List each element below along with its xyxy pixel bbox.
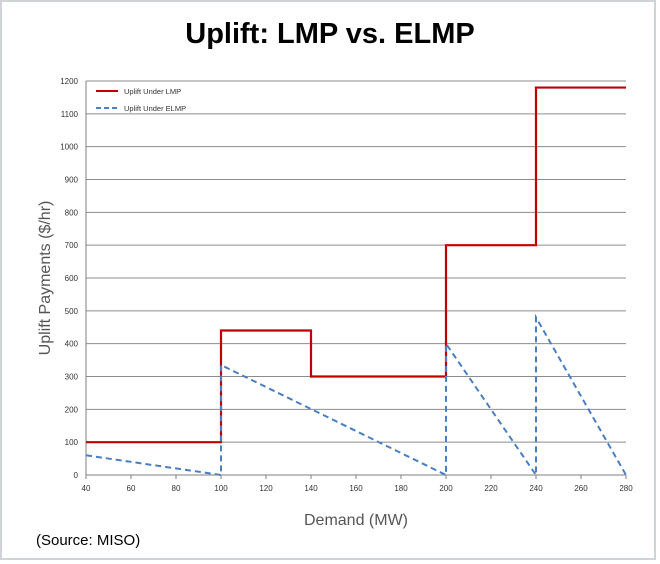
source-note: (Source: MISO) <box>36 532 141 549</box>
y-tick-label: 900 <box>65 176 79 185</box>
x-tick-label: 200 <box>439 484 453 493</box>
y-tick-label: 200 <box>65 405 79 414</box>
x-tick-label: 60 <box>127 484 136 493</box>
legend-label: Uplift Under ELMP <box>124 104 186 113</box>
x-tick-label: 280 <box>619 484 633 493</box>
chart-title: Uplift: LMP vs. ELMP <box>185 18 475 50</box>
series-line-lmp <box>86 86 626 444</box>
legend-label: Uplift Under LMP <box>124 87 181 96</box>
y-tick-label: 0 <box>74 471 79 480</box>
x-tick-label: 100 <box>214 484 228 493</box>
x-tick-label: 240 <box>529 484 543 493</box>
x-tick-label: 80 <box>172 484 181 493</box>
x-tick-label: 260 <box>574 484 588 493</box>
x-tick-label: 140 <box>304 484 318 493</box>
x-tick-label: 220 <box>484 484 498 493</box>
x-axis-label: Demand (MW) <box>304 512 408 529</box>
x-tick-label: 40 <box>82 484 91 493</box>
x-tick-label: 120 <box>259 484 273 493</box>
y-tick-label: 600 <box>65 274 79 283</box>
x-tick-label: 180 <box>394 484 408 493</box>
x-tick-label: 160 <box>349 484 363 493</box>
y-tick-label: 300 <box>65 373 79 382</box>
y-axis-label: Uplift Payments ($/hr) <box>37 201 54 356</box>
y-tick-label: 1100 <box>61 110 79 119</box>
y-tick-label: 400 <box>65 340 79 349</box>
y-tick-label: 800 <box>65 208 79 217</box>
y-tick-label: 500 <box>65 307 79 316</box>
series-line-elmp <box>85 313 627 479</box>
y-tick-label: 1000 <box>60 143 78 152</box>
y-tick-label: 100 <box>65 438 79 447</box>
y-tick-label: 700 <box>65 241 79 250</box>
y-tick-label: 1200 <box>60 77 78 86</box>
